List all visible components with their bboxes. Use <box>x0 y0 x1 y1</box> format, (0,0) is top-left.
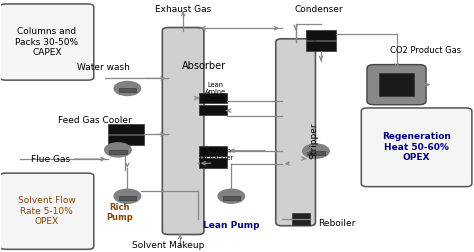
Bar <box>292 213 310 226</box>
Text: Feed Gas Cooler: Feed Gas Cooler <box>58 116 132 125</box>
Bar <box>199 158 227 168</box>
Text: Lean
Amine
Cooler: Lean Amine Cooler <box>205 82 227 102</box>
Text: Exhaust Gas: Exhaust Gas <box>155 5 211 14</box>
FancyBboxPatch shape <box>162 27 204 235</box>
FancyBboxPatch shape <box>0 4 94 80</box>
Circle shape <box>105 143 131 157</box>
Text: Rich/lean
Exchanger: Rich/lean Exchanger <box>198 148 233 161</box>
Text: Lean Pump: Lean Pump <box>203 221 260 230</box>
Text: Regeneration
Heat 50-60%
OPEX: Regeneration Heat 50-60% OPEX <box>382 132 451 162</box>
Text: Solvent Flow
Rate 5-10%
OPEX: Solvent Flow Rate 5-10% OPEX <box>18 196 76 226</box>
Bar <box>199 146 227 156</box>
Circle shape <box>114 189 141 203</box>
Bar <box>306 41 336 51</box>
Text: Columns and
Packs 30-50%
CAPEX: Columns and Packs 30-50% CAPEX <box>15 27 78 57</box>
Circle shape <box>114 81 141 96</box>
Text: Stripper: Stripper <box>310 123 319 159</box>
Circle shape <box>303 144 329 158</box>
Bar <box>306 30 336 40</box>
Text: Absorber: Absorber <box>182 61 226 71</box>
Text: Flue Gas: Flue Gas <box>31 154 70 164</box>
Text: Reboiler: Reboiler <box>318 219 356 228</box>
Text: CO2 Product Gas: CO2 Product Gas <box>391 46 462 55</box>
Text: Rich
Pump: Rich Pump <box>107 203 133 222</box>
Bar <box>119 196 136 200</box>
FancyBboxPatch shape <box>367 65 426 105</box>
Bar <box>119 88 136 92</box>
Bar <box>379 73 414 97</box>
Text: Solvent Makeup: Solvent Makeup <box>132 241 205 249</box>
FancyBboxPatch shape <box>276 39 316 226</box>
Text: Water wash: Water wash <box>77 62 130 72</box>
Text: Condenser: Condenser <box>294 5 343 14</box>
Bar <box>307 151 325 155</box>
Bar <box>199 93 227 103</box>
Bar <box>223 196 240 200</box>
Bar <box>109 150 127 154</box>
FancyBboxPatch shape <box>0 173 94 249</box>
FancyBboxPatch shape <box>361 108 472 187</box>
Bar <box>109 135 144 145</box>
Bar <box>109 124 144 134</box>
Circle shape <box>218 189 245 203</box>
Bar <box>199 105 227 115</box>
